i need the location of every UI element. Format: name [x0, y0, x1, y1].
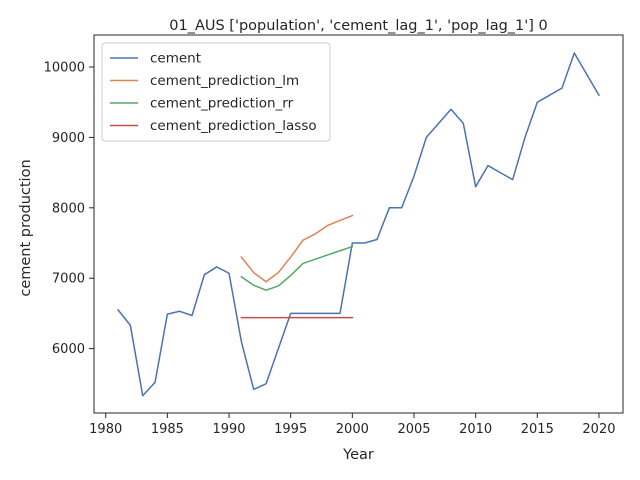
x-tick-label: 1995	[274, 422, 307, 437]
y-tick-label: 10000	[44, 61, 85, 76]
legend-label-cement-prediction-rr: cement_prediction_rr	[150, 96, 294, 112]
x-tick-label: 2015	[521, 422, 554, 437]
legend: cement cement_prediction_lm cement_predict…	[101, 42, 331, 142]
x-tick-label: 1980	[89, 422, 122, 437]
series-layer	[116, 52, 600, 397]
y-tick-label: 8000	[52, 201, 85, 216]
x-tick-label: 2000	[336, 422, 369, 437]
x-axis-label: Year	[342, 447, 374, 463]
y-tick-label: 7000	[52, 272, 85, 287]
x-tick-label: 1990	[212, 422, 245, 437]
tick-layer: 1980 1985 1990 1995 2000 2005 2010 2015 2020 6000…	[44, 61, 616, 437]
y-tick-label: 9000	[52, 131, 85, 146]
series-line-cement-prediction-lm	[240, 214, 354, 283]
legend-label-cement-prediction-lasso: cement_prediction_lasso	[150, 118, 317, 134]
series-line-cement	[116, 52, 600, 397]
legend-label-cement-prediction-lm: cement_prediction_lm	[150, 73, 299, 89]
x-tick-label: 2005	[397, 422, 430, 437]
x-tick-label: 2010	[459, 422, 492, 437]
x-tick-label: 1985	[151, 422, 184, 437]
y-axis-label: cement production	[18, 159, 34, 296]
x-tick-label: 2020	[582, 422, 615, 437]
plot-frame	[93, 34, 624, 414]
chart-title: 01_AUS ['population', 'cement_lag_1', 'p…	[169, 18, 548, 34]
legend-label-cement: cement	[150, 51, 201, 67]
series-line-cement-prediction-rr	[240, 245, 354, 291]
legend-box	[101, 42, 331, 142]
y-tick-label: 6000	[52, 342, 85, 357]
